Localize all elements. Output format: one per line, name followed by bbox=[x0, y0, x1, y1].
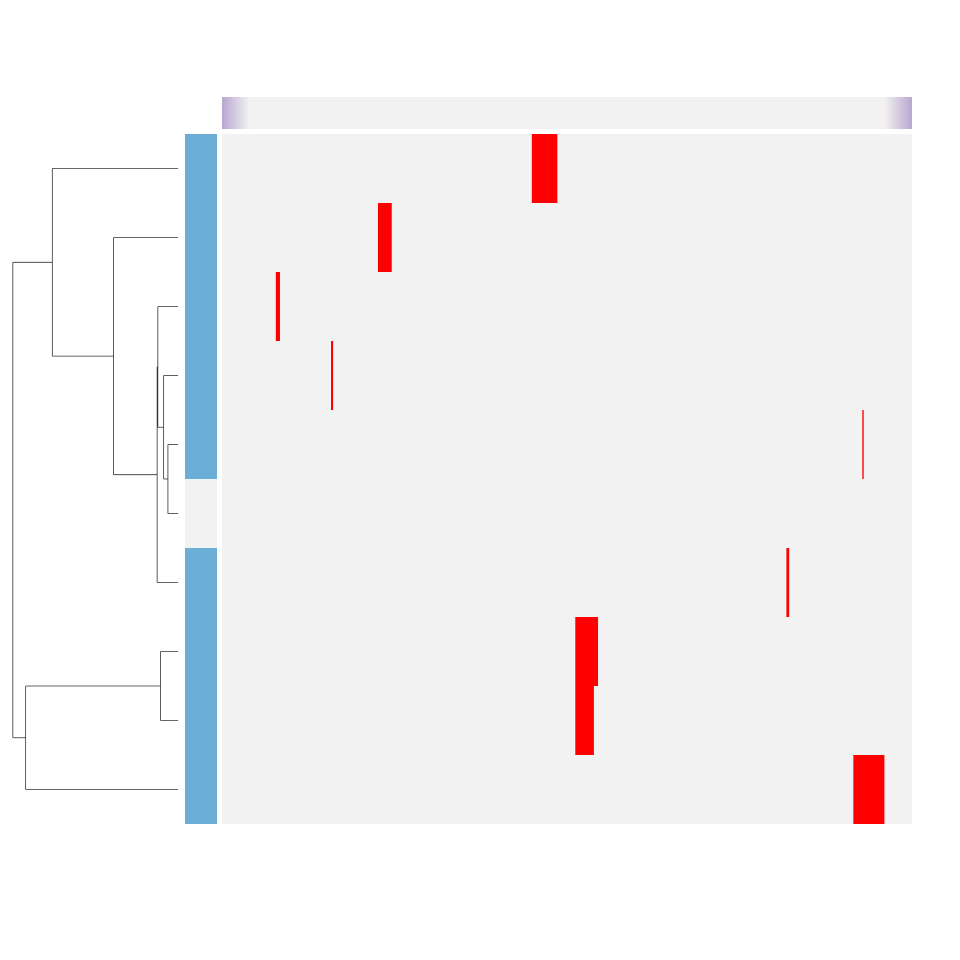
row-annotation-cell bbox=[185, 272, 217, 341]
heatmap-cell bbox=[862, 410, 864, 479]
heatmap-background bbox=[222, 134, 912, 824]
row-annotation-cell bbox=[185, 755, 217, 824]
column-annotation-cell bbox=[222, 97, 912, 129]
row-annotation-bar bbox=[185, 134, 217, 824]
row-annotation-cell bbox=[185, 617, 217, 686]
row-annotation-cell bbox=[185, 548, 217, 617]
row-dendrogram bbox=[12, 168, 178, 790]
heatmap-cell bbox=[575, 686, 594, 755]
column-annotation-bar bbox=[222, 97, 912, 129]
row-annotation-cell bbox=[185, 341, 217, 410]
row-annotation-cell bbox=[185, 410, 217, 479]
row-annotation-cell bbox=[185, 479, 217, 548]
heatmap-body bbox=[222, 134, 912, 824]
row-annotation-cell bbox=[185, 134, 217, 203]
heatmap-cell bbox=[531, 134, 558, 203]
row-annotation-cell bbox=[185, 203, 217, 272]
heatmap-cell bbox=[786, 548, 790, 617]
heatmap-cell bbox=[377, 203, 392, 272]
heatmap-cell bbox=[853, 755, 885, 824]
heatmap-cell bbox=[275, 272, 280, 341]
row-annotation-cell bbox=[185, 686, 217, 755]
heatmap-cell bbox=[331, 341, 334, 410]
heatmap-cell bbox=[575, 617, 599, 686]
